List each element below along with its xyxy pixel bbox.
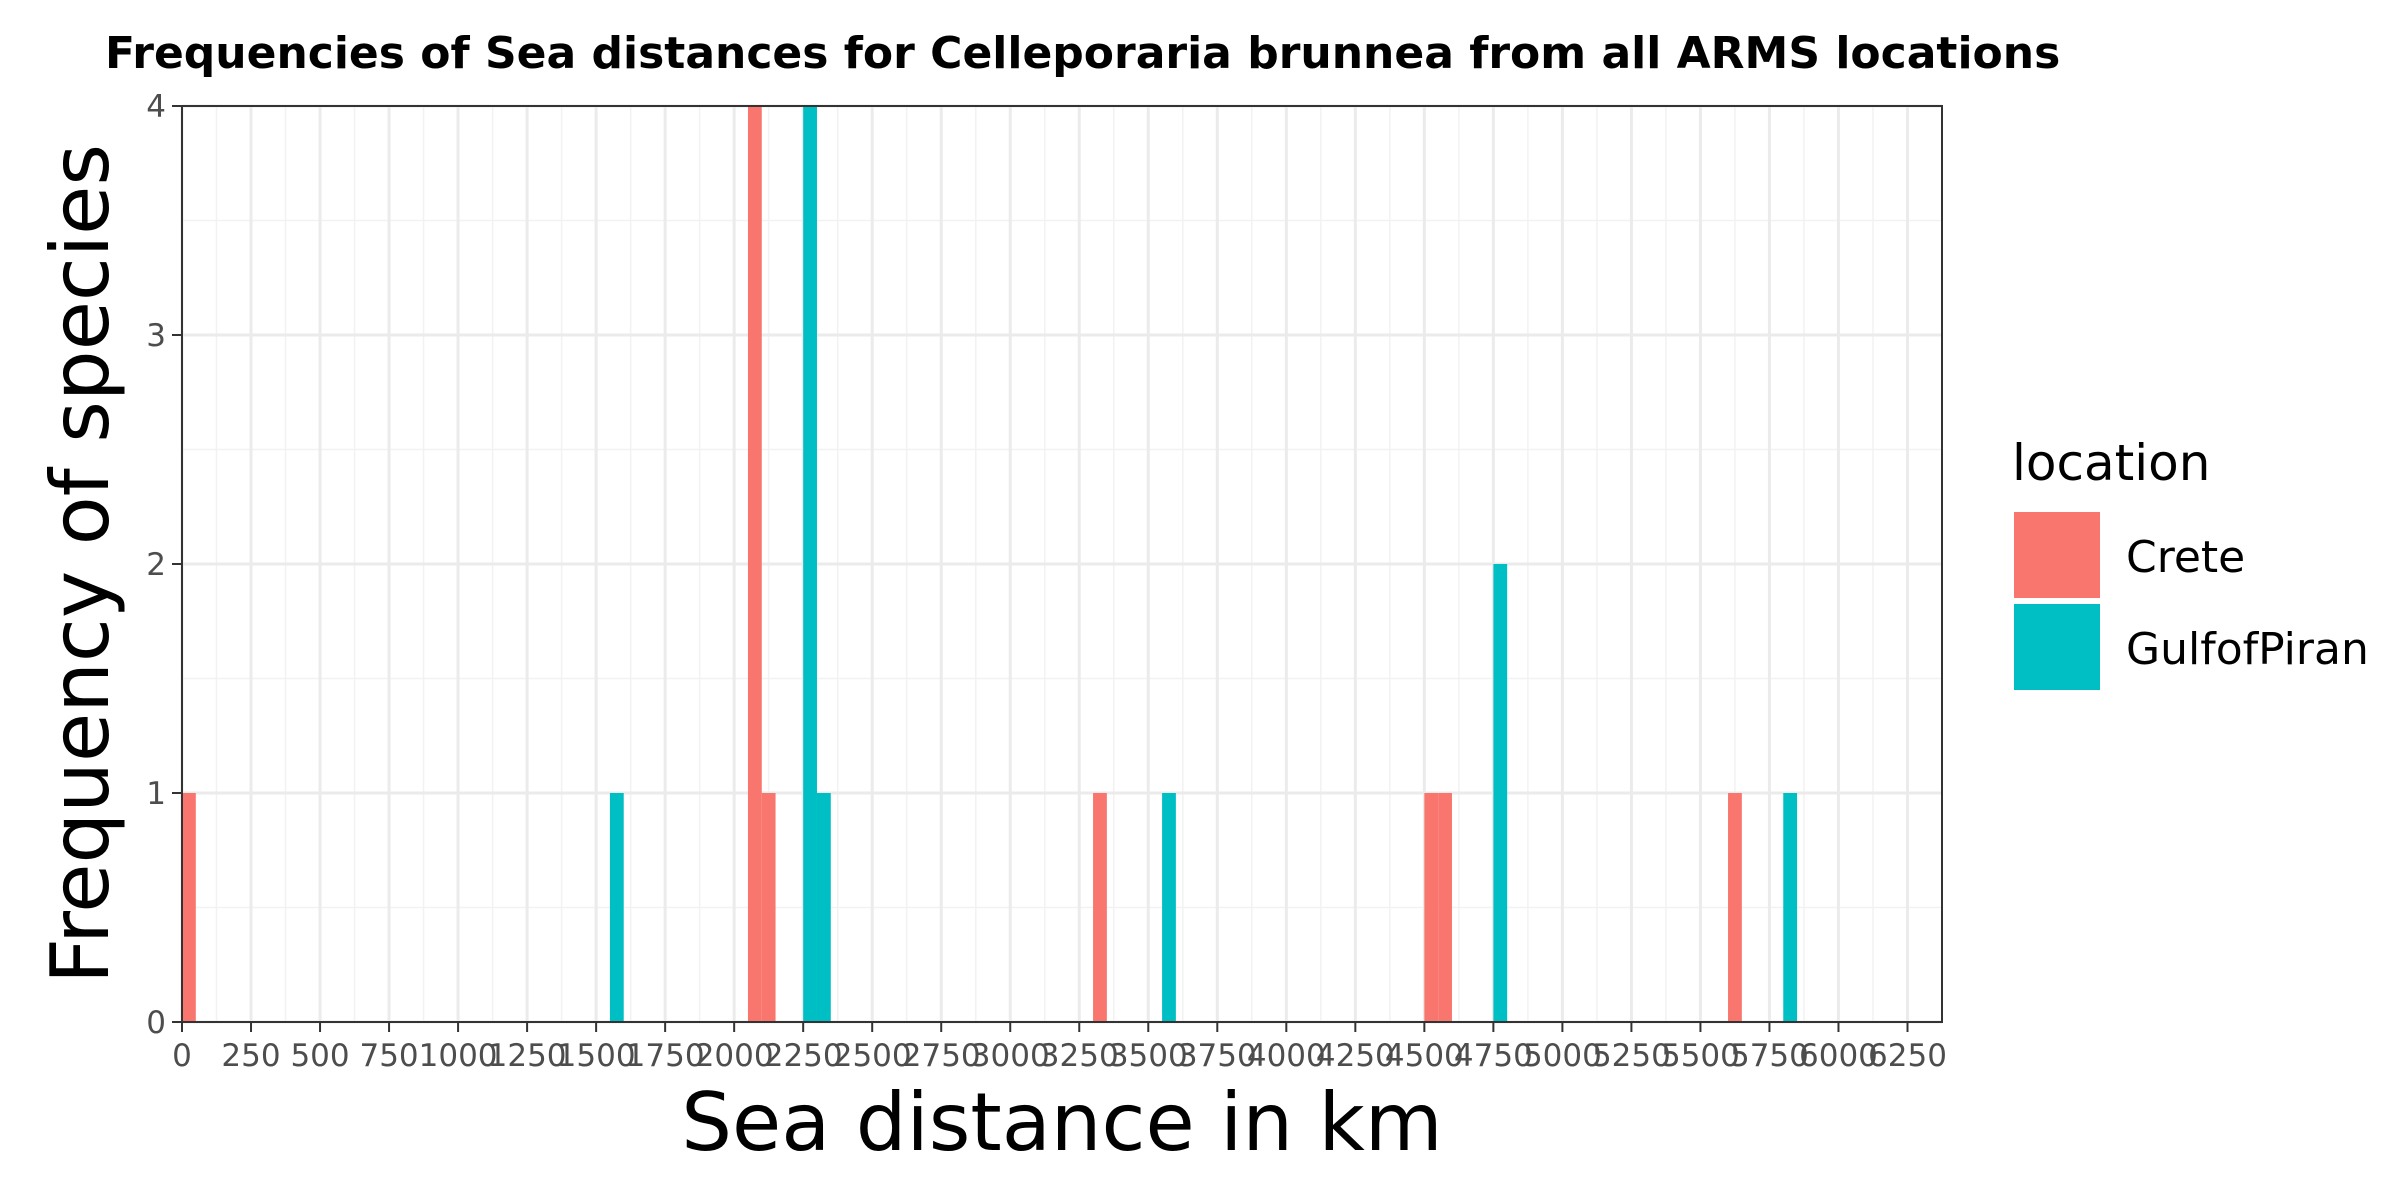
x-tick-label: 1500 bbox=[557, 1038, 636, 1074]
chart-title: Frequencies of Sea distances for Cellepo… bbox=[105, 28, 2060, 79]
x-tick-label: 2750 bbox=[902, 1038, 981, 1074]
x-tick-label: 3250 bbox=[1040, 1038, 1119, 1074]
bar-crete bbox=[1424, 793, 1439, 1022]
bar-crete bbox=[761, 793, 776, 1022]
bar-gulfofpiran bbox=[609, 793, 624, 1022]
x-tick-label: 250 bbox=[221, 1038, 280, 1074]
bars bbox=[182, 106, 1798, 1022]
bar-crete bbox=[747, 106, 762, 1022]
y-tick-label: 1 bbox=[146, 776, 166, 812]
x-tick-label: 2250 bbox=[764, 1038, 843, 1074]
bar-crete bbox=[1438, 793, 1452, 1022]
x-axis: 0 250 500 750 100012501500175020002250250027… bbox=[172, 1022, 1947, 1074]
x-tick-label: 500 bbox=[290, 1038, 349, 1074]
x-tick-label: 1750 bbox=[626, 1038, 705, 1074]
y-tick-label: 2 bbox=[146, 547, 166, 583]
bar-gulfofpiran bbox=[803, 106, 817, 1022]
y-tick-label: 0 bbox=[146, 1005, 166, 1041]
bar-gulfofpiran bbox=[816, 793, 831, 1022]
bar-crete bbox=[182, 793, 196, 1022]
x-tick-label: 6000 bbox=[1799, 1038, 1878, 1074]
x-tick-label: 750 bbox=[359, 1038, 418, 1074]
x-axis-title: Sea distance in km bbox=[681, 1076, 1442, 1169]
x-tick-label: 4500 bbox=[1385, 1038, 1464, 1074]
x-tick-label: 4000 bbox=[1247, 1038, 1326, 1074]
x-tick-label: 5000 bbox=[1523, 1038, 1602, 1074]
legend-label-gulfofpiran: GulfofPiran bbox=[2126, 624, 2369, 675]
bar-gulfofpiran bbox=[1493, 564, 1508, 1022]
y-tick-label: 3 bbox=[146, 318, 166, 354]
y-axis-title: Frequency of species bbox=[34, 144, 127, 984]
legend-key-crete bbox=[2014, 512, 2100, 598]
x-tick-label: 0 bbox=[172, 1038, 192, 1074]
x-tick-label: 5750 bbox=[1730, 1038, 1809, 1074]
legend-label-crete: Crete bbox=[2126, 532, 2245, 583]
legend-key-gulfofpiran bbox=[2014, 604, 2100, 690]
y-tick-label: 4 bbox=[146, 89, 166, 125]
x-tick-label: 4250 bbox=[1316, 1038, 1395, 1074]
x-tick-label: 1250 bbox=[488, 1038, 567, 1074]
legend-title: location bbox=[2012, 434, 2210, 492]
x-tick-label: 5250 bbox=[1592, 1038, 1671, 1074]
bar-crete bbox=[1093, 793, 1107, 1022]
x-tick-label: 3000 bbox=[971, 1038, 1050, 1074]
x-tick-label: 2000 bbox=[695, 1038, 774, 1074]
y-axis: 0 1 2 3 4 bbox=[146, 89, 182, 1041]
x-tick-label: 2500 bbox=[833, 1038, 912, 1074]
major-gridlines bbox=[180, 104, 1942, 1024]
x-tick-label: 4750 bbox=[1454, 1038, 1533, 1074]
x-tick-label: 6250 bbox=[1868, 1038, 1947, 1074]
legend: location Crete GulfofPiran bbox=[2012, 434, 2369, 690]
x-tick-label: 1000 bbox=[419, 1038, 498, 1074]
bar-crete bbox=[1728, 793, 1742, 1022]
x-tick-label: 3500 bbox=[1109, 1038, 1188, 1074]
x-tick-label: 3750 bbox=[1178, 1038, 1257, 1074]
bar-gulfofpiran bbox=[1783, 793, 1798, 1022]
bar-gulfofpiran bbox=[1162, 793, 1176, 1022]
x-tick-label: 5500 bbox=[1661, 1038, 1740, 1074]
